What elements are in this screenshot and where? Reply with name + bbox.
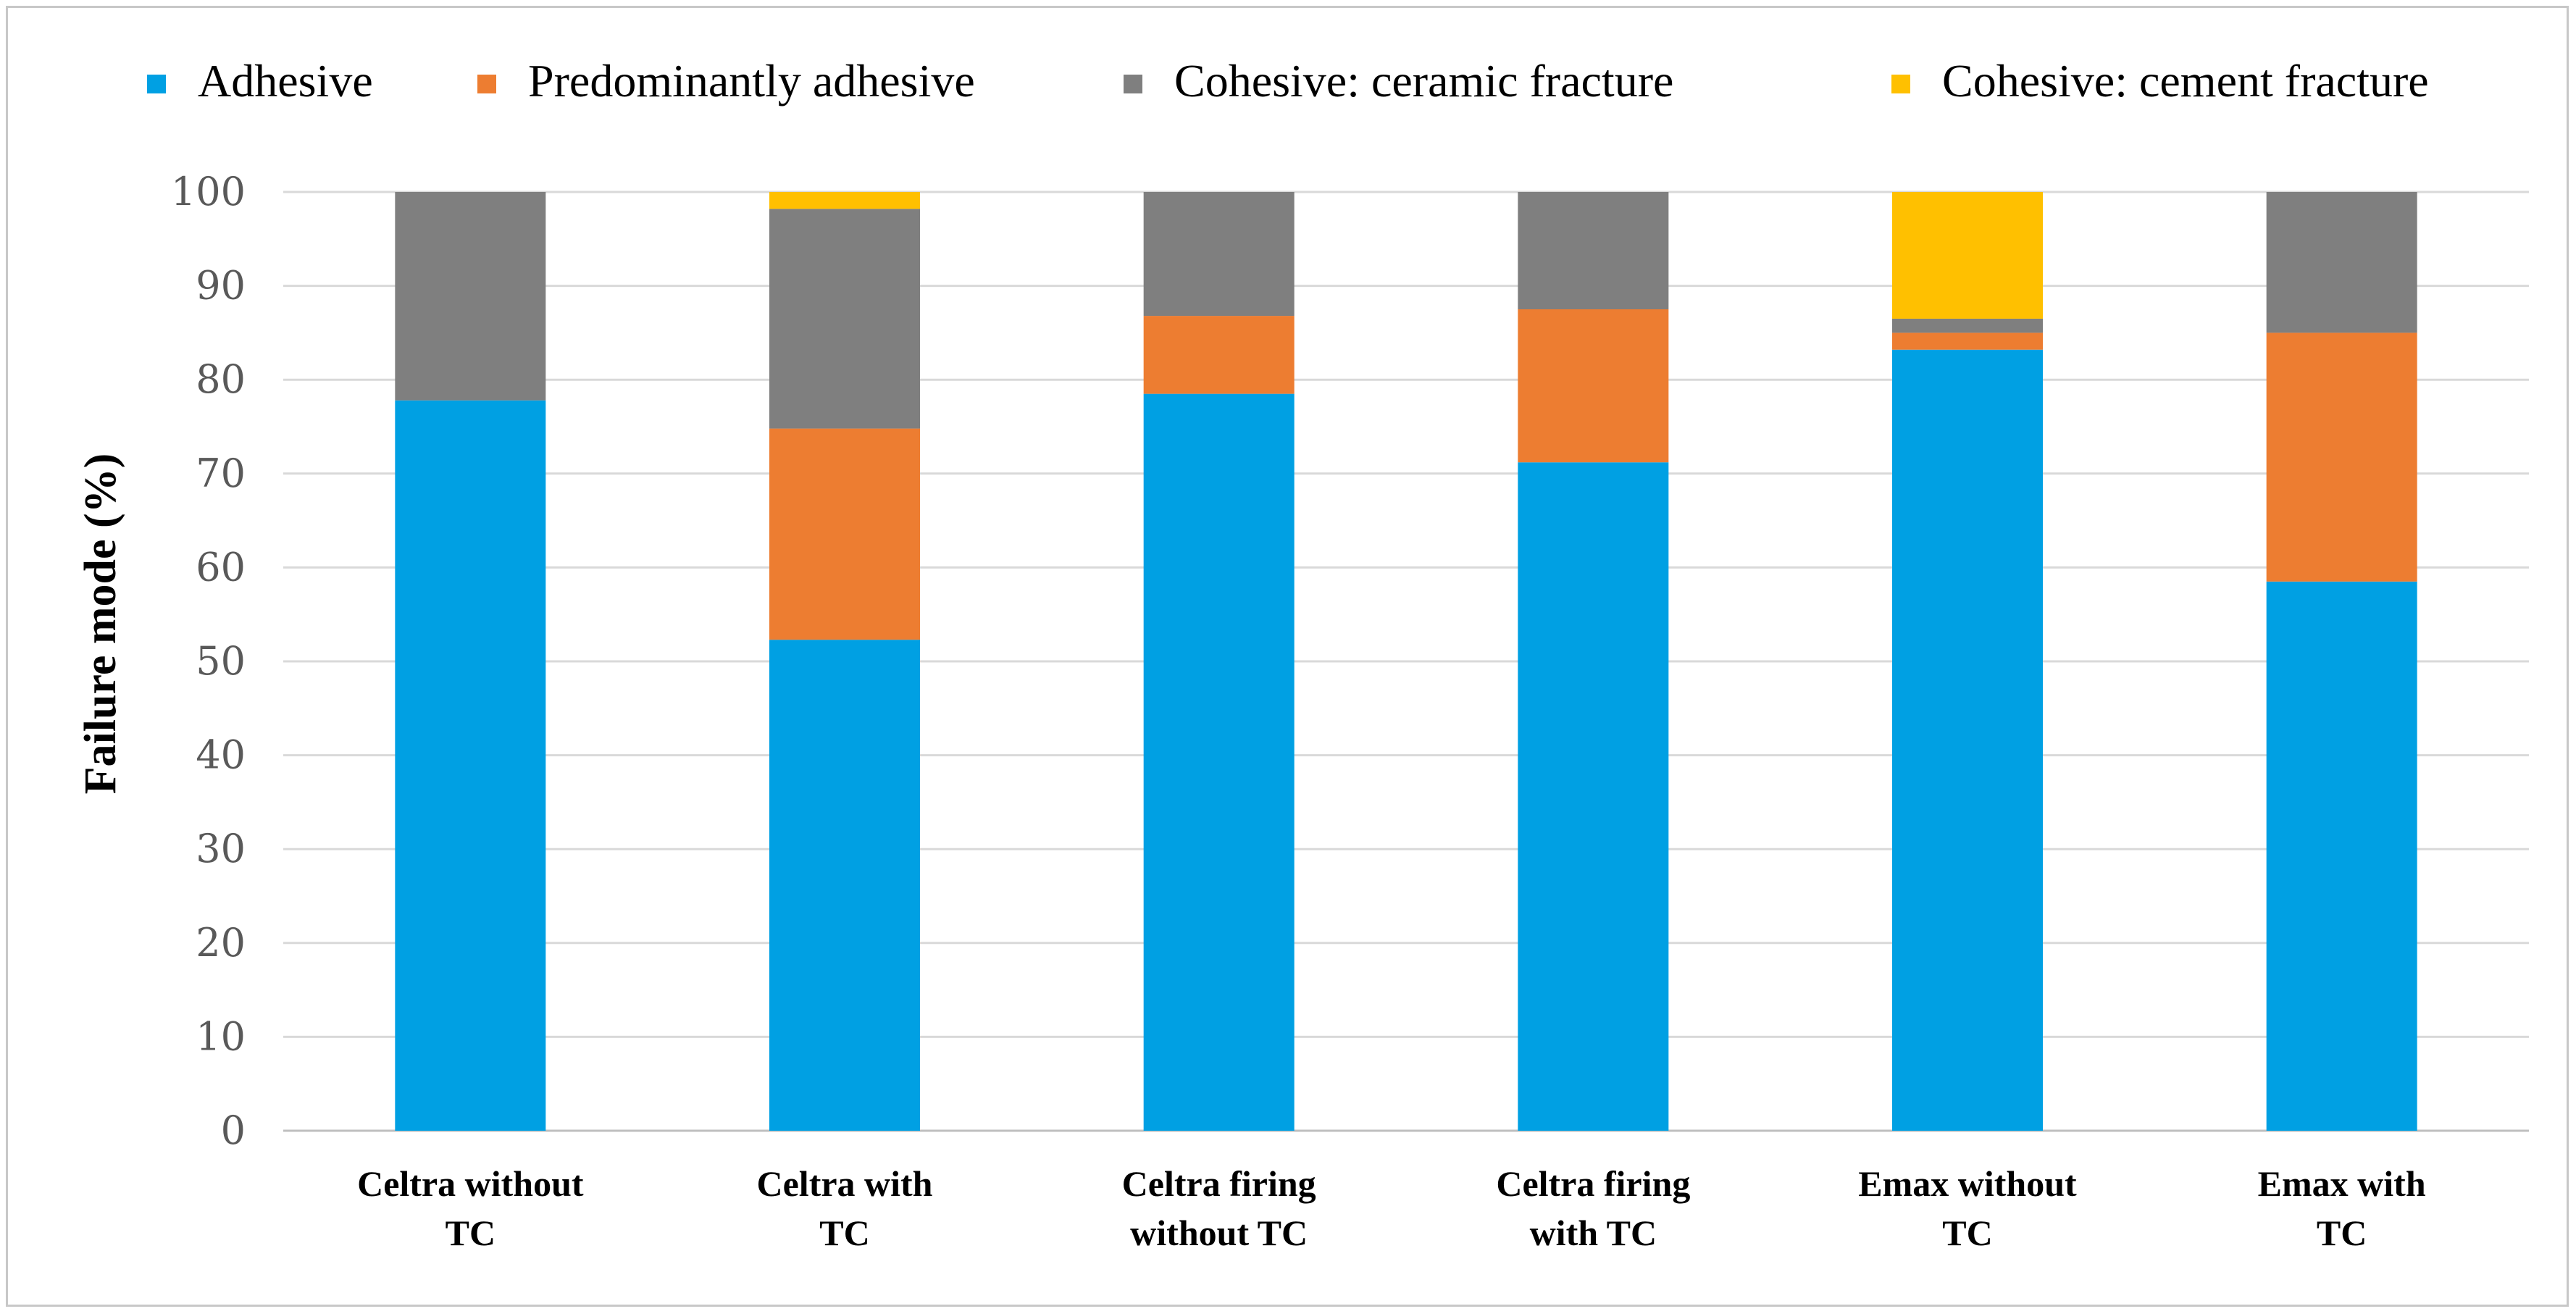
category-label: Emax with [2258,1163,2426,1204]
legend-swatch [147,75,166,93]
bar-segment-adhesive [1143,393,1295,1131]
category-label: without TC [1130,1213,1308,1253]
y-tick-label: 50 [196,638,246,684]
legend: Adhesive Predominantly adhesive Cohesive: … [147,55,2429,106]
y-tick-label: 80 [196,356,246,402]
category-label: TC [819,1213,869,1253]
y-tick-label: 30 [196,826,246,871]
y-tick-label: 40 [196,732,246,778]
category-label: Celtra with [757,1163,933,1204]
bar-segment-adhesive [1518,462,1669,1131]
bar-segment-cohesive-ceramic-fracture [1143,192,1295,317]
bar-segment-adhesive [769,640,920,1131]
legend-label: Predominantly adhesive [528,55,975,106]
y-tick-label: 20 [196,920,246,966]
y-tick-label: 70 [196,451,246,496]
legend-swatch [1891,75,1910,93]
category-label: with TC [1530,1213,1657,1253]
bar-segment-predominantly-adhesive [1143,316,1295,394]
y-tick-label: 100 [171,169,246,214]
category-labels: Celtra without TC Celtra with TC Celtra firi… [357,1163,2426,1253]
bar-segment-adhesive [2266,581,2417,1131]
category-label: TC [1942,1213,1992,1253]
bar-segment-cohesive-cement-fracture [1892,192,2043,319]
bar-segment-cohesive-ceramic-fracture [2266,192,2417,333]
y-tick-labels: 0 10 20 30 40 50 60 70 80 90 100 [171,169,246,1153]
legend-label: Cohesive: cement fracture [1942,55,2429,106]
gridlines [283,191,2529,1132]
bar-segment-cohesive-ceramic-fracture [395,192,546,401]
bar-segment-cohesive-ceramic-fracture [1892,318,2043,333]
bar-segment-predominantly-adhesive [2266,332,2417,582]
y-tick-label: 0 [221,1108,246,1153]
category-label: Celtra without [357,1163,584,1204]
bar-segment-cohesive-ceramic-fracture [769,209,920,429]
legend-swatch [1124,75,1142,93]
category-label: Emax without [1858,1163,2077,1204]
bar-segment-cohesive-ceramic-fracture [1518,192,1669,309]
bars [395,192,2417,1131]
category-label: Celtra firing [1122,1163,1316,1204]
category-label: TC [446,1213,495,1253]
bar-segment-adhesive [395,400,546,1131]
y-axis-title: Failure mode (%) [76,453,125,795]
y-tick-label: 60 [196,544,246,590]
legend-label: Adhesive [198,55,373,106]
category-label: TC [2317,1213,2367,1253]
legend-swatch [477,75,496,93]
y-tick-label: 90 [196,263,246,309]
bar-segment-adhesive [1892,349,2043,1131]
chart-frame: 0 10 20 30 40 50 60 70 80 90 100 Celtra without TC C… [6,6,2569,1307]
bar-segment-predominantly-adhesive [1892,332,2043,350]
bar-segment-predominantly-adhesive [769,428,920,640]
legend-label: Cohesive: ceramic fracture [1174,55,1673,106]
y-tick-label: 10 [196,1013,246,1059]
category-label: Celtra firing [1496,1163,1690,1204]
bar-segment-cohesive-cement-fracture [769,192,920,209]
bar-segment-predominantly-adhesive [1518,309,1669,463]
